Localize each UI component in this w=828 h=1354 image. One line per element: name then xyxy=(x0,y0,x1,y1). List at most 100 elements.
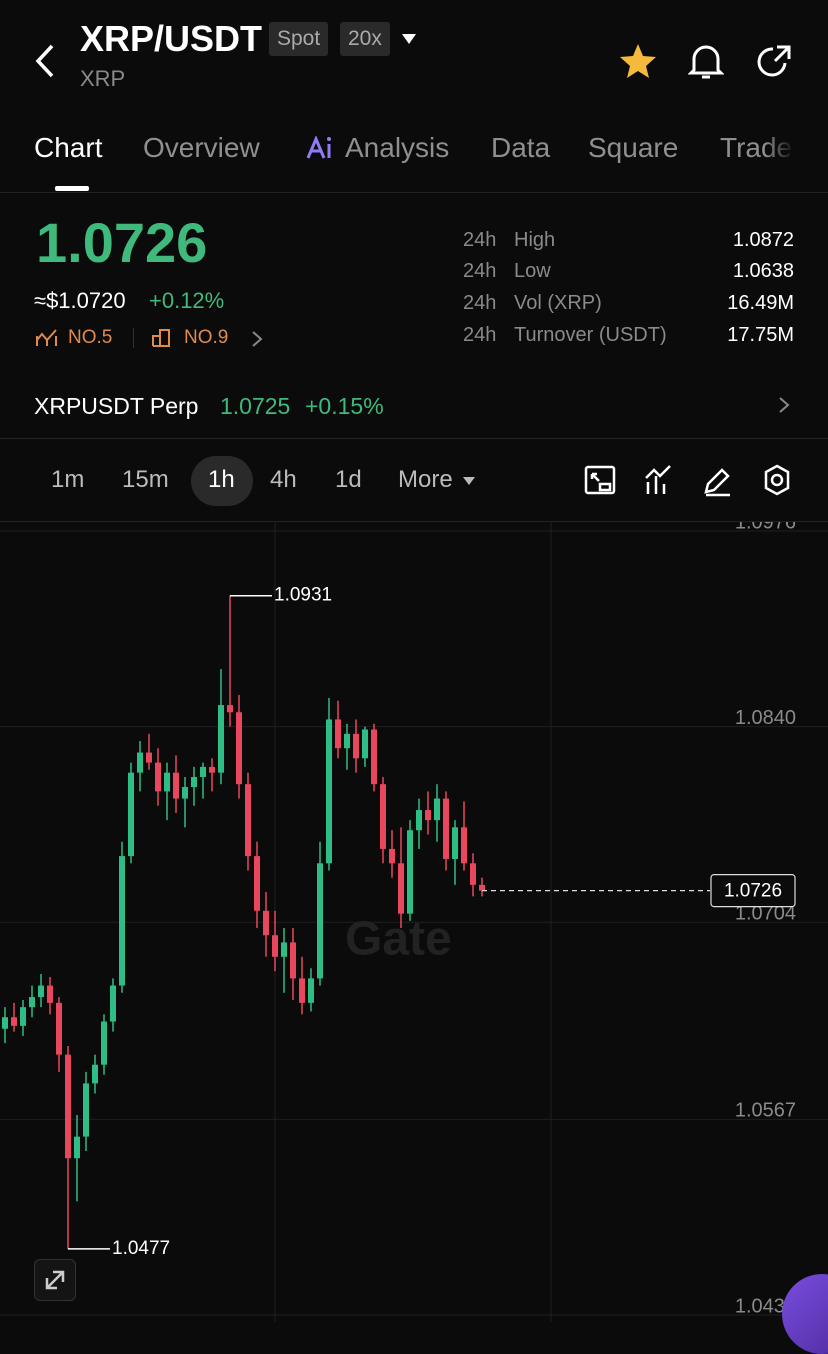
candlestick-chart: Gate 1.0976 1.0840 1.0704 1.0567 1.0431 1.0931… xyxy=(0,522,828,1322)
dropdown[interactable] xyxy=(462,476,476,486)
extreme-label: 1.0931 xyxy=(274,585,332,606)
candle-body xyxy=(371,729,377,785)
extreme-label: 1.0477 xyxy=(112,1238,170,1259)
stat-label: Low xyxy=(514,260,551,282)
candle-body xyxy=(65,1054,71,1159)
last-price-label: 1.0726 xyxy=(724,881,782,902)
candle-body xyxy=(164,772,170,792)
candle-body xyxy=(443,798,449,859)
candle-body xyxy=(461,827,467,864)
y-tick-label: 1.0704 xyxy=(735,903,796,925)
interval[interactable]: 1m xyxy=(51,466,85,493)
interval[interactable]: More xyxy=(398,466,453,493)
divider xyxy=(133,328,134,348)
tab[interactable]: Trade xyxy=(720,132,793,163)
alert-bell[interactable] xyxy=(688,42,724,82)
chevron[interactable] xyxy=(777,396,791,414)
divider xyxy=(0,521,828,522)
candle-body xyxy=(200,766,206,777)
candle-body xyxy=(83,1083,89,1137)
candle-body xyxy=(389,848,395,864)
back-button[interactable] xyxy=(30,42,60,82)
candle-body xyxy=(227,705,233,713)
last-price: 1.0726 xyxy=(36,211,208,274)
y-tick-label: 1.0840 xyxy=(735,707,796,729)
favorite-star[interactable] xyxy=(618,42,658,80)
tab[interactable]: Overview xyxy=(143,132,260,163)
chevron[interactable] xyxy=(250,330,264,348)
candle-body xyxy=(29,997,35,1008)
candle-body xyxy=(479,884,485,891)
candle-body xyxy=(245,784,251,857)
candle-body xyxy=(380,784,386,849)
rank[interactable]: NO.5 xyxy=(68,327,113,348)
badge[interactable]: Spot xyxy=(269,22,329,56)
candle-body xyxy=(407,830,413,914)
stat-period: 24h xyxy=(463,292,497,314)
candle-body xyxy=(101,1021,107,1065)
badge[interactable]: 20x xyxy=(340,22,390,56)
candle-body xyxy=(2,1017,8,1029)
interval[interactable]: 15m xyxy=(122,466,169,493)
candle-body xyxy=(353,733,359,759)
share[interactable] xyxy=(755,43,793,81)
candle-body xyxy=(47,985,53,1003)
candle-body xyxy=(416,810,422,831)
candle-body xyxy=(425,810,431,821)
candle-body xyxy=(155,762,161,792)
tab-indicator xyxy=(55,186,89,191)
candle-body xyxy=(182,787,188,799)
perp-change: +0.15% xyxy=(305,393,384,419)
expand-button[interactable] xyxy=(34,1259,76,1301)
candle-body xyxy=(128,772,134,857)
watermark: Gate xyxy=(345,913,452,966)
candle-body xyxy=(308,978,314,1003)
candle-body xyxy=(281,942,287,957)
candle-body xyxy=(119,856,125,986)
usd-price: ≈$1.0720 xyxy=(34,288,126,313)
dropdown[interactable] xyxy=(400,32,418,46)
candle-body xyxy=(56,1002,62,1055)
stat-period: 24h xyxy=(463,324,497,346)
tab[interactable]: Data xyxy=(491,132,551,163)
candle-body xyxy=(398,863,404,914)
tab[interactable]: Chart xyxy=(34,132,103,163)
candle-body xyxy=(146,752,152,763)
candle-body xyxy=(254,856,260,911)
interval[interactable]: 1d xyxy=(335,466,362,493)
candle-body xyxy=(236,712,242,785)
y-tick-label: 1.0567 xyxy=(735,1100,796,1122)
perp-name[interactable]: XRPUSDT Perp xyxy=(34,393,199,419)
stat-label: Vol (XRP) xyxy=(514,292,602,314)
candle-body xyxy=(344,733,350,749)
app-screen: XRP/USDT Spot 20x XRP Chart Overview Ana… xyxy=(0,18,828,1354)
price-change: +0.12% xyxy=(149,288,225,313)
candle-body xyxy=(218,705,224,773)
candle-body xyxy=(173,772,179,799)
interval[interactable]: 1h xyxy=(208,466,235,493)
candle-body xyxy=(299,978,305,1003)
rank[interactable]: NO.9 xyxy=(184,327,229,348)
candle-body xyxy=(362,729,368,759)
candle-body xyxy=(11,1017,17,1026)
stat-label: Turnover (USDT) xyxy=(514,324,667,346)
candle-body xyxy=(20,1007,26,1026)
stat-value: 17.75M xyxy=(727,324,794,346)
y-tick-label: 1.0431 xyxy=(735,1295,796,1317)
candle-body xyxy=(290,942,296,979)
perp-price: 1.0725 xyxy=(220,393,291,419)
interval[interactable]: 4h xyxy=(270,466,297,493)
pair-title: XRP/USDT xyxy=(80,18,263,59)
candle-body xyxy=(317,863,323,979)
candle-body xyxy=(209,766,215,773)
last-price-box xyxy=(710,874,796,908)
candle-body xyxy=(92,1064,98,1084)
interval-selected xyxy=(191,456,253,506)
tab[interactable]: Analysis xyxy=(345,132,450,163)
chart-tools[interactable] xyxy=(584,464,804,498)
tab[interactable]: Square xyxy=(588,132,679,163)
divider xyxy=(0,438,828,439)
candle-body xyxy=(263,910,269,936)
subtitle: XRP xyxy=(80,66,126,91)
divider xyxy=(0,192,828,193)
